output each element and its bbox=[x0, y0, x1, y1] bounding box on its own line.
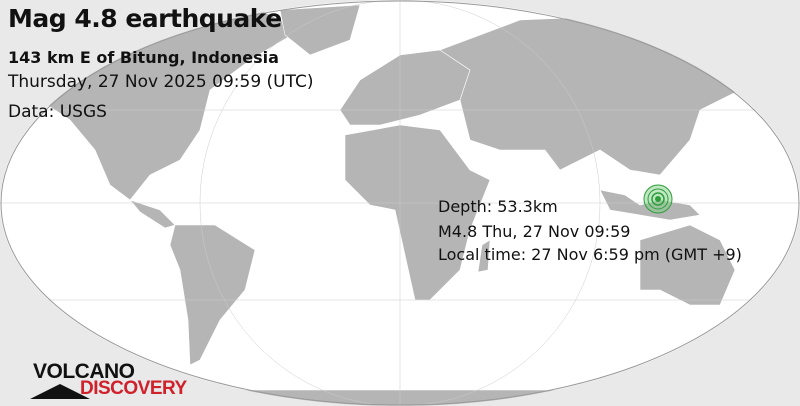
logo-line2: DISCOVERY bbox=[80, 378, 187, 399]
location-text: 143 km E of Bitung, Indonesia bbox=[8, 48, 279, 67]
datetime-text: Thursday, 27 Nov 2025 09:59 (UTC) bbox=[8, 72, 314, 92]
magnitude-label: M4.8 Thu, 27 Nov 09:59 bbox=[438, 222, 631, 241]
data-source: Data: USGS bbox=[8, 102, 107, 122]
australia bbox=[639, 224, 736, 306]
depth-label: Depth: 53.3km bbox=[438, 197, 558, 216]
logo-line1: VOLCANO bbox=[33, 360, 135, 383]
africa bbox=[344, 124, 491, 301]
volcano-icon bbox=[30, 384, 90, 399]
greenland bbox=[279, 4, 361, 56]
local-time-label: Local time: 27 Nov 6:59 pm (GMT +9) bbox=[438, 245, 742, 264]
page-title: Mag 4.8 earthquake bbox=[8, 4, 282, 33]
madagascar bbox=[477, 239, 491, 273]
earthquake-epicenter-icon[interactable] bbox=[643, 184, 673, 214]
central-america bbox=[129, 199, 176, 229]
volcanodiscovery-logo[interactable]: VOLCANO DISCOVERY bbox=[30, 360, 190, 402]
south-america bbox=[169, 224, 256, 366]
